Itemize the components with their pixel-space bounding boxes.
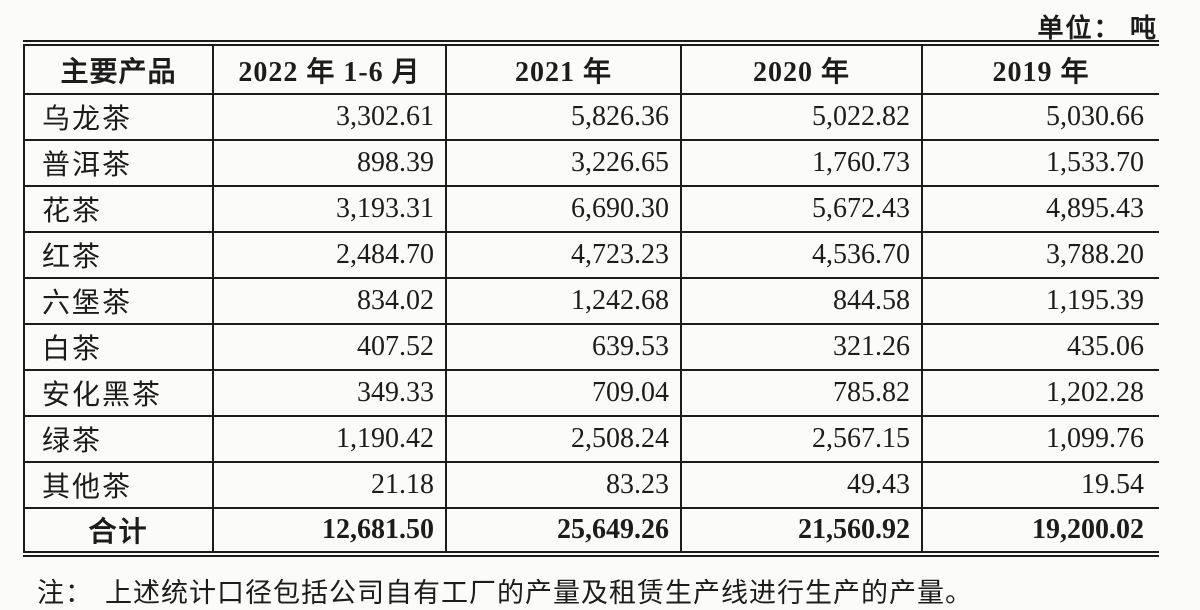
table-row: 白茶 407.52 639.53 321.26 435.06 (23, 323, 1159, 371)
value-cell: 1,760.73 (680, 139, 923, 187)
value-cell: 49.43 (680, 461, 923, 509)
total-value-cell: 19,200.02 (921, 507, 1159, 555)
product-name-cell: 白茶 (23, 323, 214, 371)
value-cell: 844.58 (680, 277, 923, 325)
table-row: 红茶 2,484.70 4,723.23 4,536.70 3,788.20 (23, 231, 1159, 279)
value-cell: 5,030.66 (921, 93, 1159, 141)
header-row: 主要产品 2022 年 1-6 月 2021 年 2020 年 2019 年 (23, 42, 1159, 95)
table-row: 其他茶 21.18 83.23 49.43 19.54 (23, 461, 1159, 509)
value-cell: 1,190.42 (212, 415, 447, 463)
value-cell: 4,895.43 (921, 185, 1159, 233)
total-value-cell: 25,649.26 (445, 507, 682, 555)
product-name-cell: 绿茶 (23, 415, 214, 463)
value-cell: 785.82 (680, 369, 923, 417)
product-name-cell: 六堡茶 (23, 277, 214, 325)
value-cell: 4,536.70 (680, 231, 923, 279)
product-name-cell: 花茶 (23, 185, 214, 233)
value-cell: 3,302.61 (212, 93, 447, 141)
col-header-2019: 2019 年 (921, 42, 1159, 95)
product-name-cell: 其他茶 (23, 461, 214, 509)
value-cell: 321.26 (680, 323, 923, 371)
product-name-cell: 乌龙茶 (23, 93, 214, 141)
note-prefix: 注： (37, 578, 93, 608)
table-row: 普洱茶 898.39 3,226.65 1,760.73 1,533.70 (23, 139, 1159, 187)
value-cell: 83.23 (445, 461, 682, 509)
value-cell: 3,788.20 (921, 231, 1159, 279)
product-name-cell: 安化黑茶 (23, 369, 214, 417)
table-row: 乌龙茶 3,302.61 5,826.36 5,022.82 5,030.66 (23, 93, 1159, 141)
value-cell: 5,672.43 (680, 185, 923, 233)
value-cell: 709.04 (445, 369, 682, 417)
product-name-cell: 普洱茶 (23, 139, 214, 187)
value-cell: 2,508.24 (445, 415, 682, 463)
value-cell: 5,022.82 (680, 93, 923, 141)
value-cell: 5,826.36 (445, 93, 682, 141)
value-cell: 3,193.31 (212, 185, 447, 233)
value-cell: 407.52 (212, 323, 447, 371)
value-cell: 1,099.76 (921, 415, 1159, 463)
total-row: 合计 12,681.50 25,649.26 21,560.92 19,200.… (23, 507, 1159, 555)
value-cell: 435.06 (921, 323, 1159, 371)
value-cell: 1,533.70 (921, 139, 1159, 187)
col-header-2020: 2020 年 (680, 42, 923, 95)
table-row: 六堡茶 834.02 1,242.68 844.58 1,195.39 (23, 277, 1159, 325)
value-cell: 3,226.65 (445, 139, 682, 187)
product-name-cell: 红茶 (23, 231, 214, 279)
table-body: 乌龙茶 3,302.61 5,826.36 5,022.82 5,030.66 … (23, 93, 1159, 509)
total-value-cell: 12,681.50 (212, 507, 447, 555)
note: 注： 上述统计口径包括公司自有工厂的产量及租赁生产线进行生产的产量。 (37, 571, 973, 610)
total-label-cell: 合计 (23, 507, 214, 555)
total-value-cell: 21,560.92 (680, 507, 923, 555)
table-row: 花茶 3,193.31 6,690.30 5,672.43 4,895.43 (23, 185, 1159, 233)
value-cell: 834.02 (212, 277, 447, 325)
col-header-product: 主要产品 (23, 42, 214, 95)
value-cell: 4,723.23 (445, 231, 682, 279)
note-text: 上述统计口径包括公司自有工厂的产量及租赁生产线进行生产的产量。 (105, 578, 973, 608)
production-table: 主要产品 2022 年 1-6 月 2021 年 2020 年 2019 年 乌… (23, 40, 1159, 557)
value-cell: 6,690.30 (445, 185, 682, 233)
table-row: 绿茶 1,190.42 2,508.24 2,567.15 1,099.76 (23, 415, 1159, 463)
value-cell: 1,195.39 (921, 277, 1159, 325)
value-cell: 349.33 (212, 369, 447, 417)
value-cell: 1,202.28 (921, 369, 1159, 417)
value-cell: 1,242.68 (445, 277, 682, 325)
value-cell: 898.39 (212, 139, 447, 187)
unit-label: 单位： 吨 (1037, 14, 1158, 43)
value-cell: 2,484.70 (212, 231, 447, 279)
col-header-2021: 2021 年 (445, 42, 682, 95)
col-header-2022-h1: 2022 年 1-6 月 (212, 42, 447, 95)
table-row: 安化黑茶 349.33 709.04 785.82 1,202.28 (23, 369, 1159, 417)
value-cell: 2,567.15 (680, 415, 923, 463)
value-cell: 639.53 (445, 323, 682, 371)
value-cell: 19.54 (921, 461, 1159, 509)
value-cell: 21.18 (212, 461, 447, 509)
